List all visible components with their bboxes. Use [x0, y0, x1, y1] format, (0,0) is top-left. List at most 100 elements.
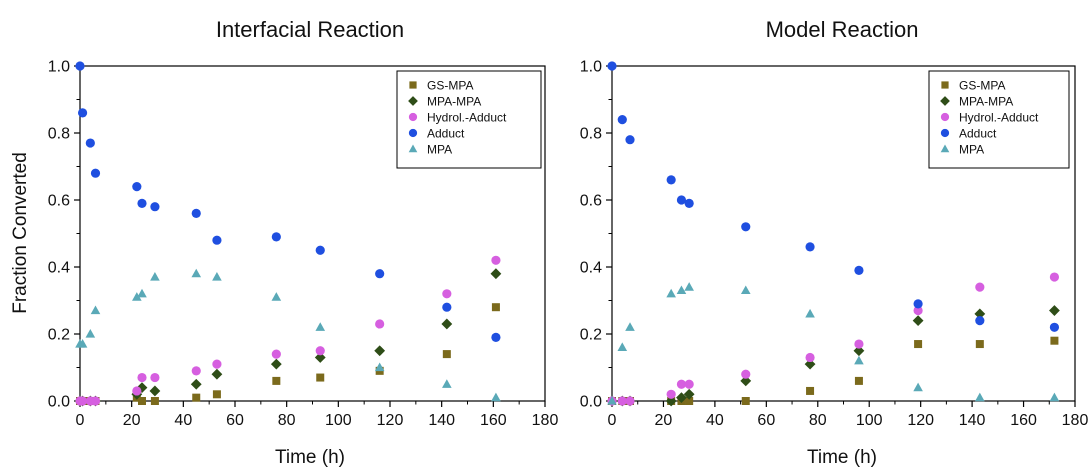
point-gs-mpa [150, 397, 159, 405]
point-adduct [212, 235, 222, 245]
point-hydrol-adduct [625, 396, 635, 406]
point-mpa [975, 392, 985, 402]
point-gs-mpa [272, 376, 281, 385]
y-tick-label: 1.0 [48, 59, 70, 76]
point-adduct [854, 265, 864, 275]
point-hydrol-adduct [491, 255, 501, 265]
point-mpa [442, 379, 452, 388]
point-mpa-mpa [211, 368, 223, 380]
point-hydrol-adduct [666, 389, 676, 399]
point-adduct [975, 316, 985, 326]
x-axis-label: Time (h) [275, 447, 345, 467]
point-mpa-mpa [490, 268, 502, 280]
point-mpa [315, 322, 326, 331]
legend-marker-hydrol-adduct [940, 112, 950, 122]
y-tick-label: 0.2 [48, 327, 70, 344]
x-tick-label: 80 [278, 412, 296, 429]
x-tick-label: 0 [76, 412, 85, 429]
point-mpa [85, 329, 96, 338]
x-tick-label: 100 [325, 412, 352, 429]
point-gs-mpa [854, 376, 863, 385]
point-mpa-mpa [665, 395, 677, 407]
point-adduct [666, 175, 676, 185]
x-tick-label: 20 [655, 412, 673, 429]
point-adduct [75, 61, 85, 71]
point-adduct [617, 115, 627, 125]
point-hydrol-adduct [442, 289, 452, 299]
x-tick-label: 140 [428, 412, 455, 429]
point-hydrol-adduct [132, 386, 142, 396]
point-adduct [90, 168, 101, 178]
point-mpa-mpa [190, 378, 202, 390]
point-hydrol-adduct [271, 349, 281, 359]
axis-ticks: 0 20 40 60 80 100 120 140 160 180 0.0 0.2 0.4 0.6 0.8 1… [48, 59, 559, 430]
legend-label-mpa-mpa: MPA-MPA [959, 95, 1013, 109]
point-mpa-mpa [740, 375, 752, 387]
y-tick-label: 0.8 [48, 126, 70, 143]
x-tick-label: 180 [1062, 412, 1089, 429]
point-gs-mpa [192, 393, 201, 402]
point-adduct [375, 269, 385, 279]
point-hydrol-adduct [77, 396, 88, 406]
legend-label-mpa-mpa: MPA-MPA [427, 95, 481, 109]
point-mpa [137, 288, 147, 298]
legend-marker-gs-mpa [941, 81, 949, 89]
legend-marker-adduct [940, 128, 950, 138]
data-points [74, 61, 502, 407]
point-hydrol-adduct [854, 339, 864, 349]
point-mpa-mpa [149, 385, 161, 397]
point-mpa [491, 392, 501, 402]
point-adduct [607, 61, 617, 71]
point-adduct [77, 108, 88, 118]
point-mpa-mpa [1049, 305, 1060, 316]
legend-marker-mpa [940, 144, 950, 153]
point-adduct [741, 222, 751, 232]
point-hydrol-adduct [684, 379, 694, 389]
point-mpa [666, 288, 676, 298]
point-mpa [132, 292, 142, 301]
legend-marker-mpa [408, 144, 418, 153]
legend: GS-MPA MPA-MPA Hydrol.-Adduct Adduct MPA [928, 70, 1070, 169]
point-mpa [617, 342, 628, 351]
point-mpa [212, 272, 222, 281]
x-axis-label: Time (h) [807, 447, 877, 467]
legend-marker-adduct [408, 128, 418, 138]
point-mpa [374, 362, 385, 372]
legend-box [396, 70, 542, 169]
point-hydrol-adduct [1049, 272, 1060, 282]
point-hydrol-adduct [617, 396, 627, 406]
x-tick-label: 0 [608, 412, 617, 429]
point-hydrol-adduct [137, 372, 147, 383]
interfacial-reaction-chart: Interfacial Reaction Time (h) 0 20 40 60 80 1… [48, 17, 559, 467]
point-mpa-mpa [974, 308, 986, 320]
point-hydrol-adduct [315, 346, 325, 356]
point-adduct [491, 332, 501, 342]
point-adduct [1049, 322, 1060, 332]
point-mpa [913, 382, 923, 392]
y-tick-label: 0.4 [580, 260, 602, 277]
axis-ticks: 0 20 40 60 80 100 120 140 160 180 0.0 0.2 0.4 0.6 0.8 1… [580, 59, 1089, 430]
point-adduct [442, 302, 452, 312]
point-mpa [854, 355, 864, 365]
legend-label-gs-mpa: GS-MPA [959, 79, 1005, 93]
point-mpa-mpa [374, 345, 386, 357]
x-tick-label: 40 [174, 412, 192, 429]
legend-label-hydrol-adduct: Hydrol.-Adduct [427, 111, 507, 125]
point-mpa [676, 285, 687, 295]
x-tick-label: 180 [532, 412, 559, 429]
x-tick-label: 60 [226, 412, 244, 429]
legend-label-gs-mpa: GS-MPA [427, 79, 473, 93]
legend-box [928, 70, 1070, 169]
point-mpa [90, 305, 101, 315]
point-hydrol-adduct [90, 396, 101, 406]
x-tick-label: 120 [377, 412, 404, 429]
point-mpa [1049, 392, 1060, 402]
point-adduct [271, 232, 281, 242]
point-mpa-mpa [804, 358, 816, 370]
point-adduct [913, 299, 923, 309]
y-tick-label: 0.0 [48, 394, 70, 411]
point-adduct [315, 245, 325, 255]
point-adduct [191, 208, 201, 218]
point-hydrol-adduct [741, 369, 751, 379]
point-mpa-mpa [912, 315, 924, 326]
